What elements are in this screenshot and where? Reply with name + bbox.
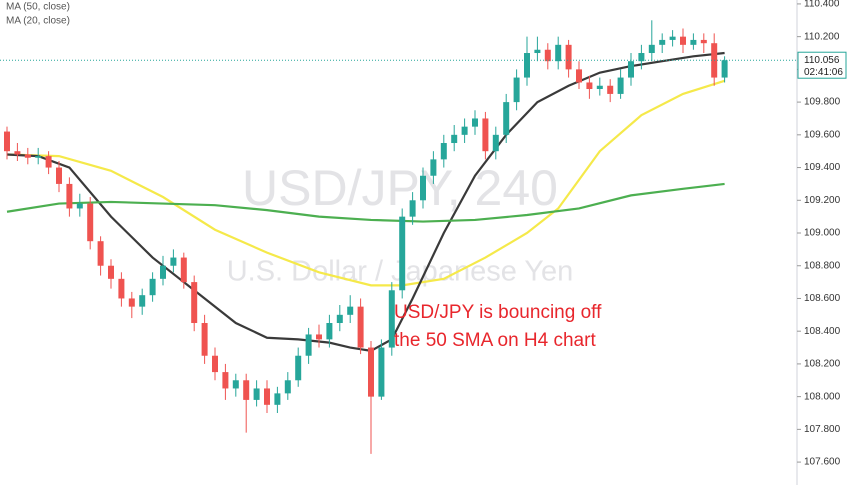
candle-body <box>524 53 530 78</box>
candle-body <box>243 380 250 400</box>
candle-body <box>4 131 10 152</box>
candle-body <box>576 69 582 83</box>
candle-body <box>139 295 146 307</box>
candle-body <box>513 77 520 103</box>
candle-body <box>347 306 354 315</box>
candle-body <box>378 347 385 397</box>
candle-body <box>680 36 686 45</box>
candle-body <box>440 143 447 160</box>
candle-body <box>420 175 426 201</box>
candle-body <box>586 82 593 90</box>
annotation: the 50 SMA on H4 chart <box>394 330 596 351</box>
candle-body <box>97 241 104 266</box>
candle-body <box>201 323 208 356</box>
candle-body <box>607 85 614 94</box>
candle-body <box>66 183 73 209</box>
y-tick-label: 110.400 <box>804 0 840 10</box>
candle-body <box>669 36 676 40</box>
y-tick-label: 109.400 <box>804 162 841 173</box>
y-tick-label: 110.200 <box>804 31 840 42</box>
candle-body <box>430 159 437 176</box>
candle-body <box>118 278 125 299</box>
watermark-symbol: USD/JPY, 240 <box>242 160 558 216</box>
candle-body <box>388 290 395 348</box>
candle-body <box>617 77 624 94</box>
legend-entry: MA (50, close) <box>6 2 70 13</box>
last-price-label: 110.056 <box>804 55 840 66</box>
candle-body <box>264 388 270 405</box>
candle-body <box>149 278 156 296</box>
annotation: USD/JPY is bouncing off <box>394 302 602 323</box>
candle-body <box>232 380 239 389</box>
candle-body <box>56 167 62 184</box>
candle-body <box>628 61 634 78</box>
candle-body <box>596 85 603 90</box>
candle-body <box>305 334 312 356</box>
candle-body <box>160 265 166 279</box>
candle-body <box>357 306 364 348</box>
moving-average <box>6 182 725 223</box>
candle-body <box>336 314 343 324</box>
candle-body <box>409 200 416 217</box>
y-tick-label: 109.000 <box>804 228 841 239</box>
candle-body <box>461 126 468 135</box>
candle-body <box>274 393 281 405</box>
candle-body <box>565 44 572 70</box>
candle-body <box>191 282 198 324</box>
candle-body <box>544 49 551 62</box>
candle-body <box>721 60 728 78</box>
y-tick-label: 109.800 <box>804 97 841 108</box>
candle-body <box>212 355 218 373</box>
candle-body <box>700 39 707 44</box>
y-tick-label: 108.800 <box>804 260 841 271</box>
last-price-box <box>797 51 847 79</box>
y-tick-label: 109.600 <box>804 129 841 140</box>
candle-body <box>648 44 655 54</box>
candle-body <box>482 118 489 152</box>
candle-body <box>492 134 499 152</box>
y-tick-label: 107.600 <box>804 457 841 468</box>
candle-body <box>128 298 135 307</box>
candle-body <box>87 203 94 242</box>
candle-body <box>76 203 83 209</box>
candle-body <box>35 156 42 158</box>
candle-body <box>108 265 114 279</box>
candle-body <box>638 53 645 62</box>
candle-body <box>555 44 562 62</box>
candle-body <box>316 334 322 340</box>
countdown-label: 02:41:06 <box>804 67 843 78</box>
candle-body <box>368 347 374 397</box>
y-tick-label: 108.200 <box>804 359 841 370</box>
y-tick-label: 107.800 <box>804 424 841 435</box>
candle-body <box>472 118 478 127</box>
candle-body <box>253 388 260 400</box>
y-tick-label: 108.000 <box>804 391 841 402</box>
candle-body <box>326 323 333 340</box>
candle-body <box>170 257 177 266</box>
y-tick-label: 108.600 <box>804 293 841 304</box>
candle-body <box>45 156 52 168</box>
candle-body <box>222 372 229 389</box>
candle-body <box>295 355 302 381</box>
candle-body <box>399 216 406 291</box>
candle-body <box>690 39 697 45</box>
candle-body <box>451 134 458 144</box>
legend-entry: MA (20, close) <box>6 16 70 27</box>
candle-body <box>14 151 21 155</box>
candle-body <box>284 380 291 394</box>
plot <box>0 20 797 454</box>
candle-body <box>534 49 541 54</box>
candle-body <box>180 257 187 283</box>
candle-body <box>659 39 666 45</box>
y-tick-label: 108.400 <box>804 326 841 337</box>
candle-body <box>503 102 510 135</box>
y-tick-label: 109.200 <box>804 195 841 206</box>
candle-body <box>24 154 31 158</box>
